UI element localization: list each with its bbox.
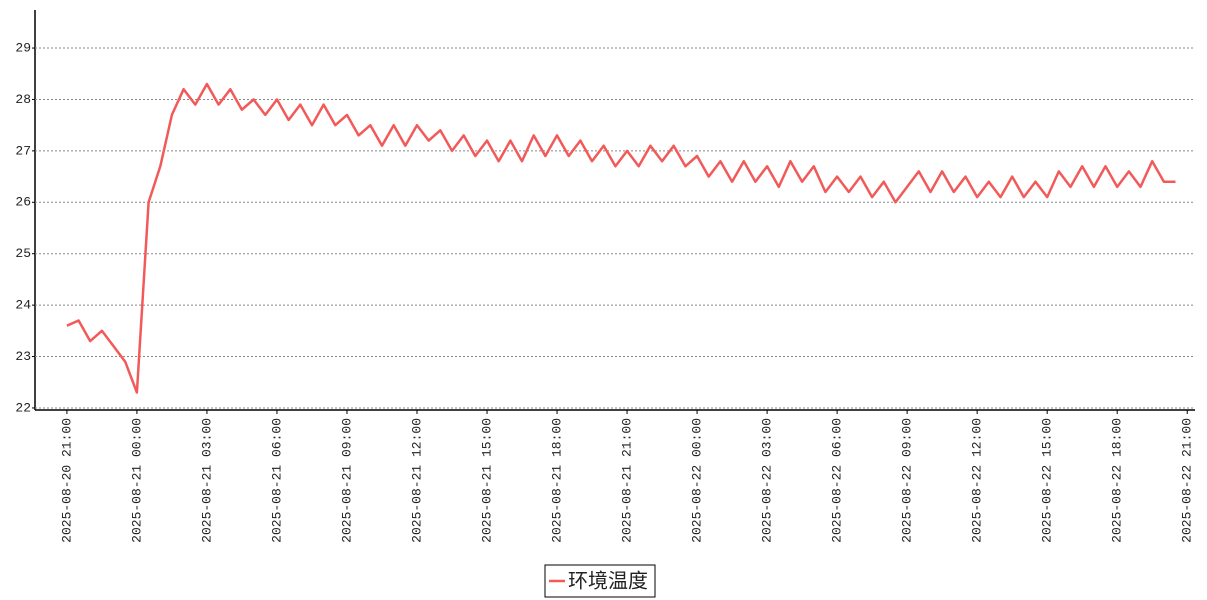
y-tick-label: 29 — [15, 40, 31, 55]
y-tick-label: 28 — [15, 92, 31, 107]
y-tick-label: 22 — [15, 400, 31, 415]
x-tick-label: 2025-08-22 03:00 — [760, 418, 775, 543]
y-tick-label: 24 — [15, 298, 31, 313]
x-tick-label: 2025-08-22 12:00 — [970, 418, 985, 543]
x-tick-label: 2025-08-21 09:00 — [339, 418, 354, 543]
x-tick-label: 2025-08-22 15:00 — [1040, 418, 1055, 543]
x-tick-label: 2025-08-21 00:00 — [129, 418, 144, 543]
legend: 环境温度 — [544, 564, 656, 598]
x-tick-label: 2025-08-22 21:00 — [1180, 418, 1195, 543]
x-tick-label: 2025-08-22 18:00 — [1110, 418, 1125, 543]
x-tick-label: 2025-08-21 15:00 — [479, 418, 494, 543]
y-tick-label: 27 — [15, 143, 31, 158]
x-tick-label: 2025-08-22 00:00 — [690, 418, 705, 543]
x-tick-label: 2025-08-21 21:00 — [619, 418, 634, 543]
x-tick-label: 2025-08-22 09:00 — [900, 418, 915, 543]
y-tick-label: 23 — [15, 349, 31, 364]
x-tick-label: 2025-08-21 18:00 — [549, 418, 564, 543]
legend-label: 环境温度 — [568, 569, 648, 593]
x-tick-label: 2025-08-20 21:00 — [59, 418, 74, 543]
y-tick-label: 26 — [15, 195, 31, 210]
x-tick-label: 2025-08-21 12:00 — [409, 418, 424, 543]
x-tick-label: 2025-08-21 06:00 — [269, 418, 284, 543]
x-tick-label: 2025-08-21 03:00 — [199, 418, 214, 543]
x-tick-label: 2025-08-22 06:00 — [830, 418, 845, 543]
line-series — [66, 82, 1176, 394]
y-tick-label: 25 — [15, 246, 31, 261]
